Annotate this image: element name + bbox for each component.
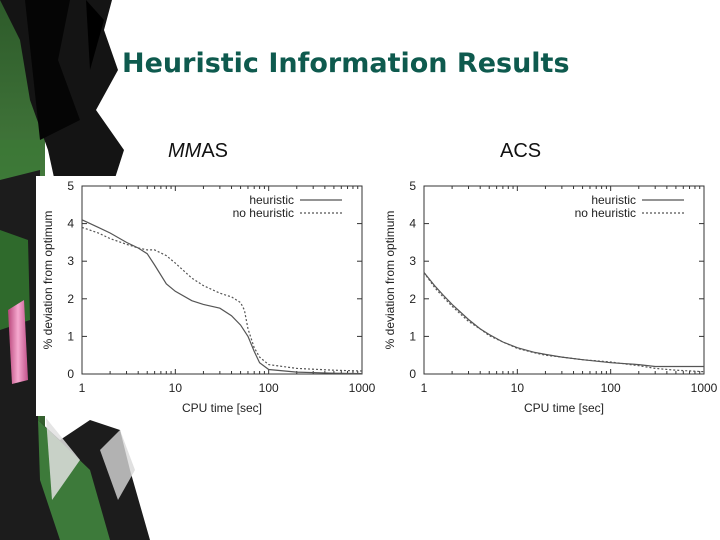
subtitle-left-prefix: MM — [168, 140, 202, 162]
legend-label: no heuristic — [575, 206, 636, 220]
x-tick-label: 1000 — [691, 381, 718, 395]
legend-label: no heuristic — [233, 206, 294, 220]
x-tick-label: 10 — [169, 381, 183, 395]
subtitle-left-suffix: AS — [201, 140, 229, 162]
chart-mmas: 0 1 2 3 4 5 1 10 100 1000 CPU time [sec]% deviatio… — [36, 176, 376, 416]
slide-title: Heuristic Information Results — [122, 48, 570, 79]
legend-label: heuristic — [249, 193, 294, 207]
y-tick-label: 0 — [409, 367, 416, 381]
y-axis-label: % deviation from optimum — [41, 211, 55, 350]
y-tick-label: 5 — [409, 179, 416, 193]
subtitle-right: ACS — [500, 140, 542, 162]
y-axis-label: % deviation from optimum — [383, 211, 397, 350]
plot-frame — [81, 185, 363, 375]
plot-frame — [423, 185, 705, 375]
subtitle-left: MMAS — [168, 140, 228, 163]
x-tick-label: 100 — [259, 381, 279, 395]
y-tick-label: 4 — [67, 217, 74, 231]
y-tick-label: 1 — [409, 329, 416, 343]
series-line-heuristic — [423, 272, 704, 368]
x-tick-label: 10 — [511, 381, 525, 395]
legend-label: heuristic — [591, 193, 636, 207]
x-tick-label: 1000 — [349, 381, 376, 395]
series-line-no-heuristic — [81, 226, 363, 372]
x-tick-label: 1 — [79, 381, 86, 395]
x-tick-label: 1 — [421, 381, 428, 395]
series-line-heuristic — [81, 219, 363, 375]
x-axis-label: CPU time [sec] — [524, 401, 604, 415]
y-tick-label: 2 — [67, 292, 74, 306]
y-tick-label: 4 — [409, 217, 416, 231]
y-tick-label: 2 — [409, 292, 416, 306]
y-tick-label: 1 — [67, 329, 74, 343]
x-axis-label: CPU time [sec] — [182, 401, 262, 415]
x-tick-label: 100 — [601, 381, 621, 395]
y-tick-label: 0 — [67, 367, 74, 381]
chart-acs: 0 1 2 3 4 5 1 10 100 1000 CPU time [sec]% deviatio… — [378, 176, 718, 416]
y-tick-label: 5 — [67, 179, 74, 193]
y-tick-label: 3 — [67, 254, 74, 268]
y-tick-label: 3 — [409, 254, 416, 268]
series-line-no-heuristic — [423, 272, 705, 373]
